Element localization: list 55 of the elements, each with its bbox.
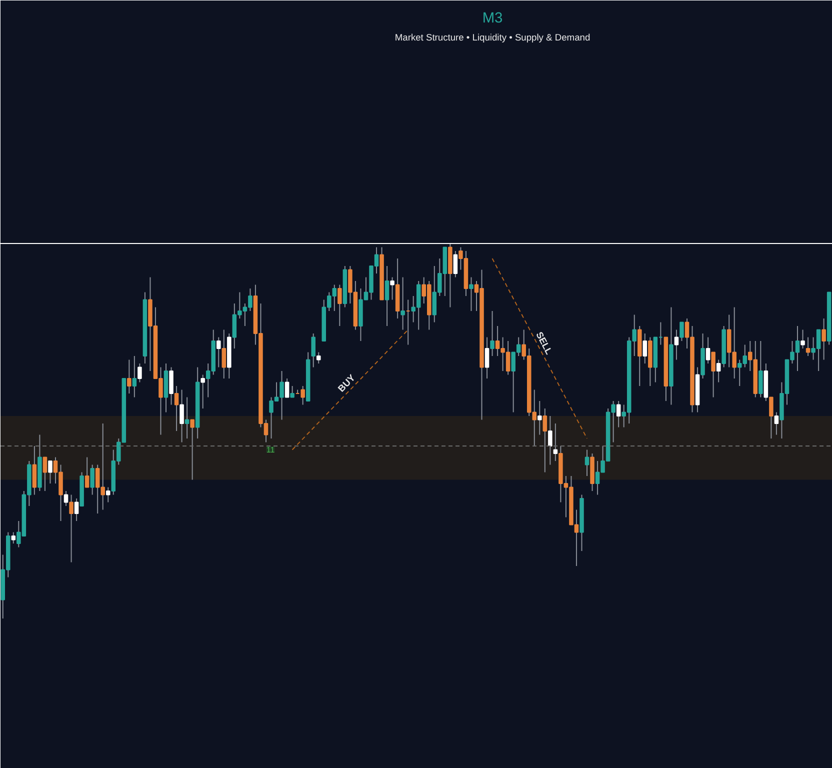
candlestick [390,276,394,300]
candlestick [800,329,805,349]
candlestick [542,408,548,473]
text: SELL [534,330,554,356]
candlestick [642,333,648,364]
candlestick [84,456,90,488]
candlestick [64,490,68,506]
candlestick [616,400,621,428]
candlestick [90,464,94,496]
candlestick [290,386,294,398]
candlestick [338,284,342,326]
candlestick [769,396,774,439]
candlestick [74,498,79,522]
candlestick [174,386,179,432]
candlestick [538,400,542,436]
candlestick [180,389,184,443]
candlestick [127,359,132,394]
candlestick [284,378,290,398]
candlestick [216,336,221,368]
candlestick [222,329,226,379]
candlestick [311,333,316,368]
annotation: 11 [266,446,276,454]
candlestick [384,266,390,326]
candlestick [806,336,810,356]
candlestick [32,446,37,496]
candlestick [190,419,194,480]
candlestick [138,363,142,383]
candlestick [584,449,590,476]
candlestick [711,352,716,398]
candlestick [69,494,74,563]
candlestick [758,340,763,398]
candlestick [169,366,174,406]
candlestick [774,412,779,436]
chart-subtitle: Market Structure • Liquidity • Supply & Demand [394,32,590,42]
candlestick [716,359,721,383]
candlestick [200,374,205,409]
candlestick [706,336,710,364]
candlestick [184,396,190,439]
candlestick [48,460,52,484]
candlestick [11,532,16,544]
candlestick [469,276,474,312]
candlestick [484,336,490,379]
candlestick [553,423,558,462]
candlestick [106,486,110,503]
candlestick [822,318,826,360]
candlestick [453,250,458,278]
candlestick [42,456,48,492]
candlestick [316,352,321,364]
candlestick [548,416,552,466]
candlestick [490,310,494,356]
candlestick [400,276,405,330]
candlestick [674,329,679,360]
candlestick [132,356,137,398]
chart-title: M3 [482,10,503,26]
candlestick [680,322,684,342]
